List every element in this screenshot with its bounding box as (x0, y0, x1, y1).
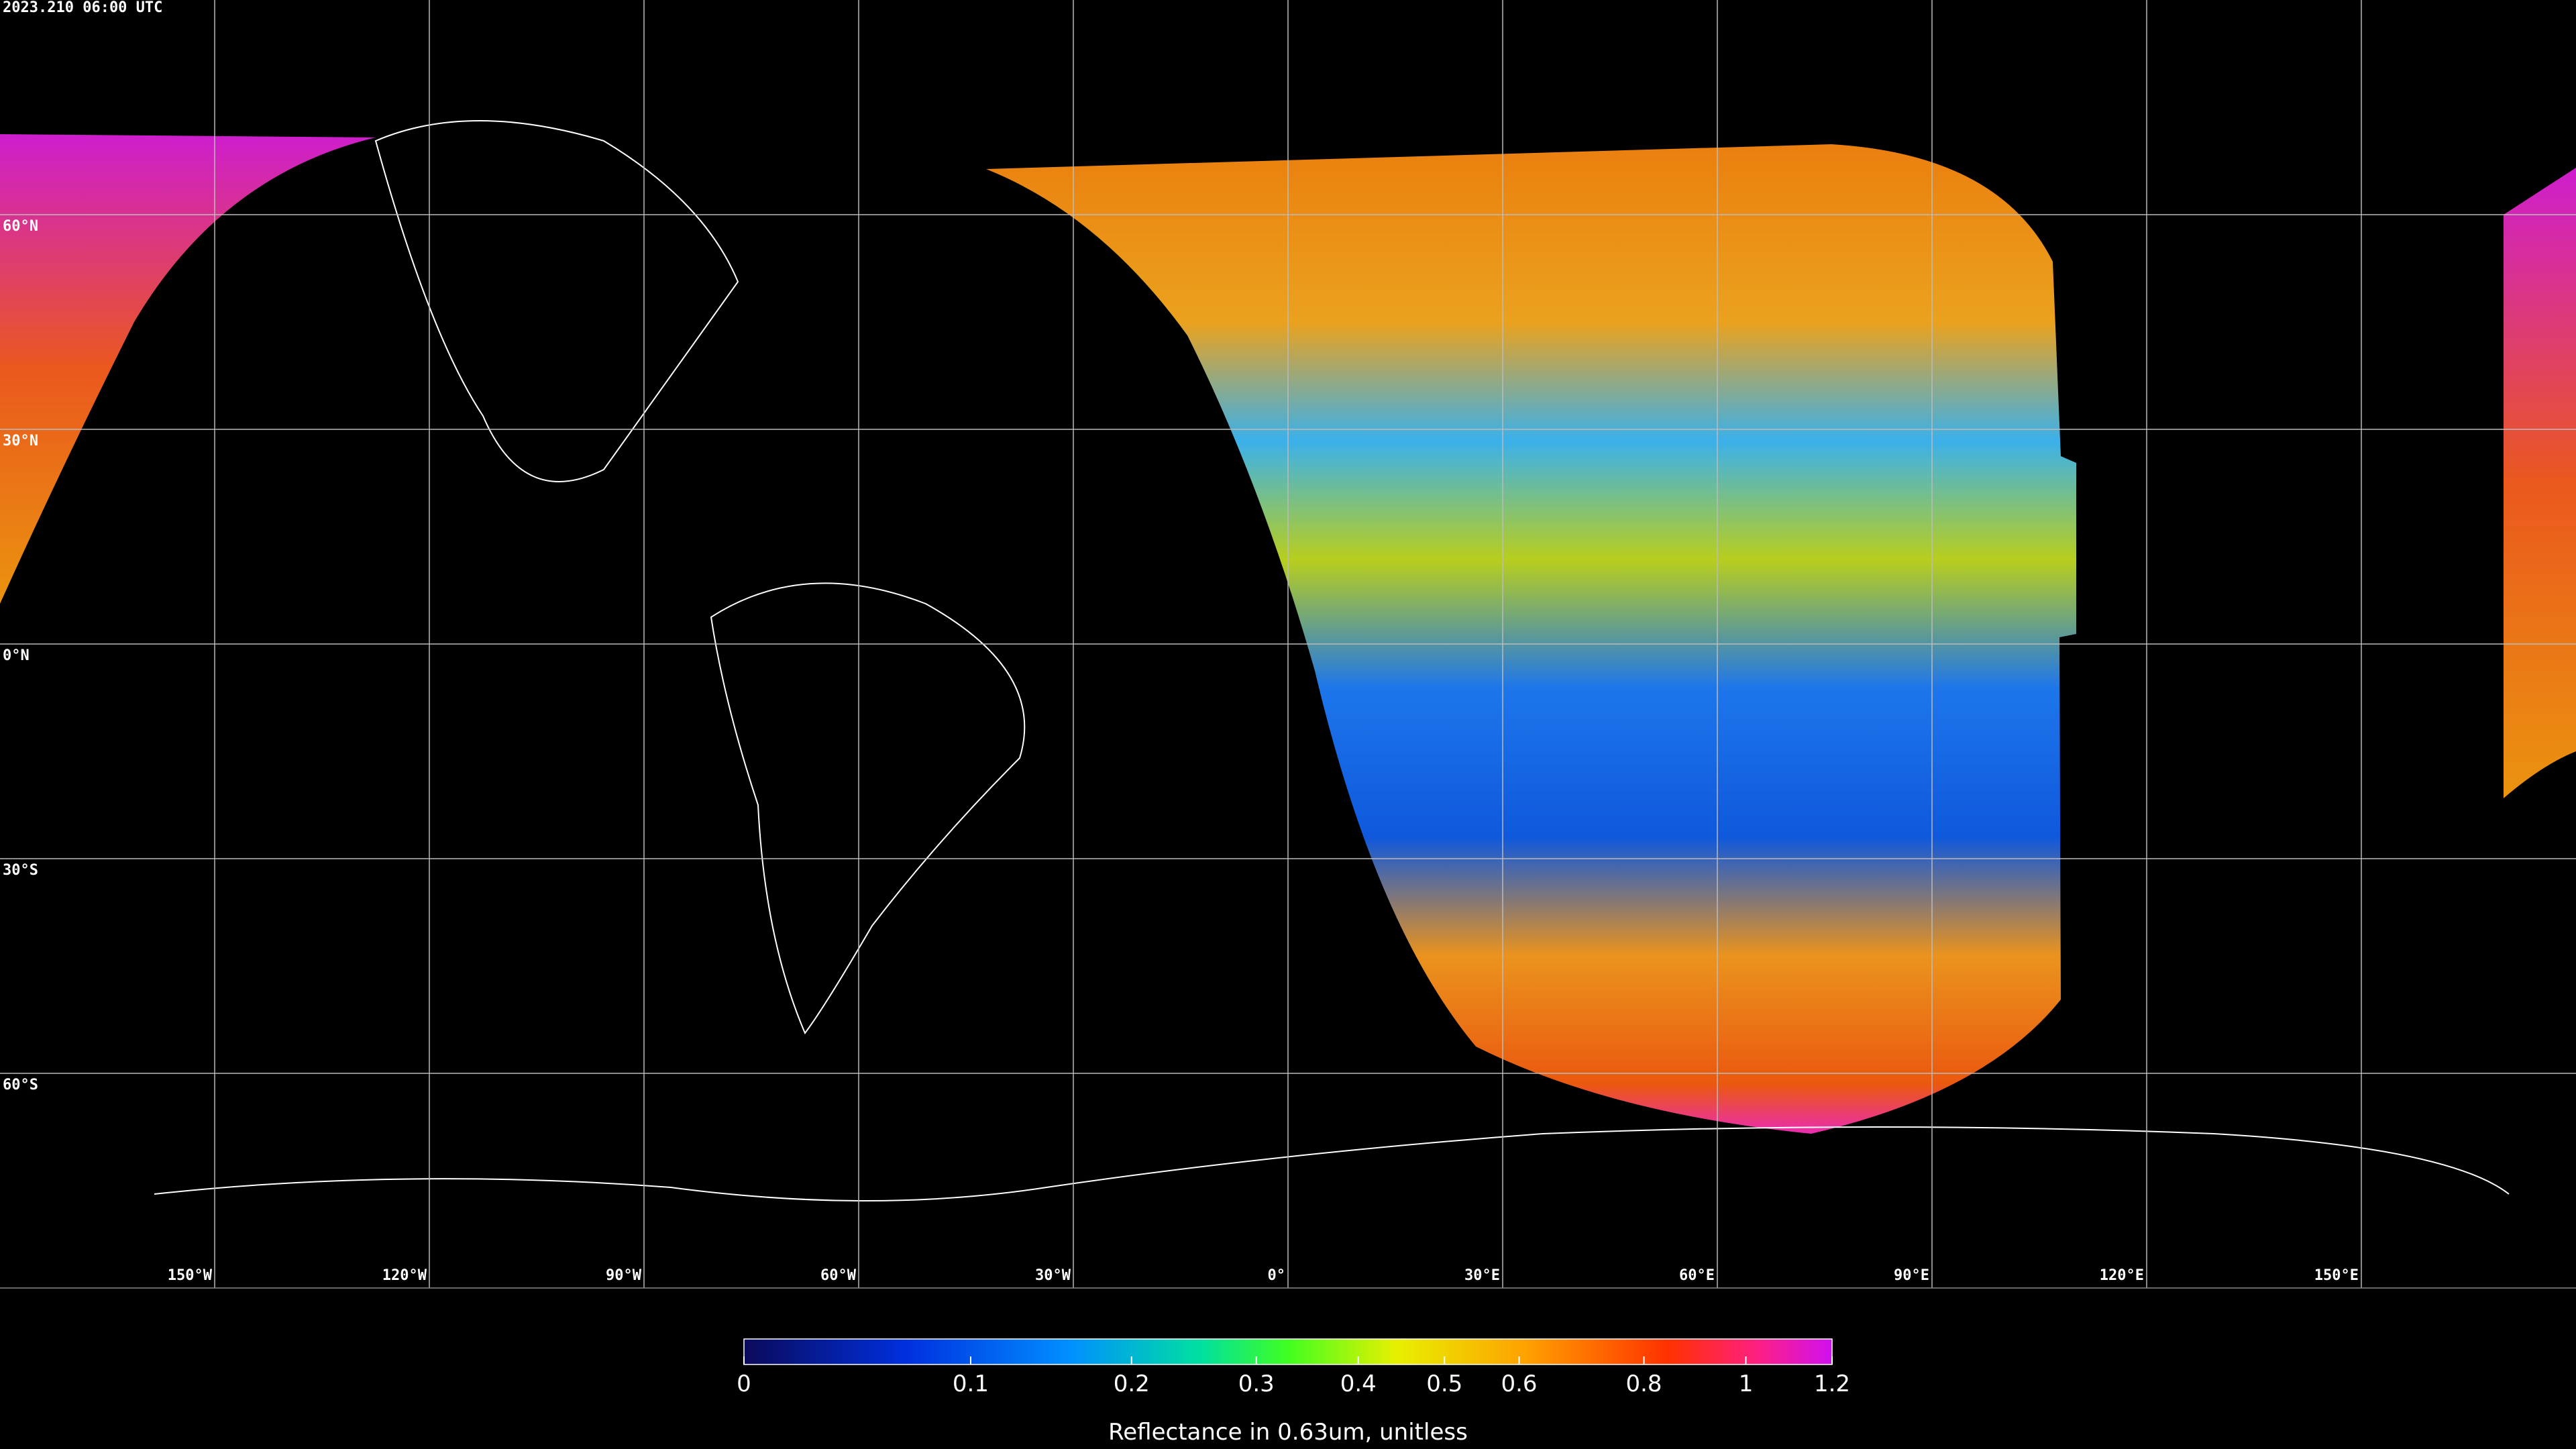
colorbar-ticks: 0 0.1 0.2 0.3 0.4 0.5 0.6 0.8 1 1.2 (737, 1356, 1850, 1397)
latitude-label: 30°S (3, 862, 38, 879)
longitude-label: 150°W (168, 1267, 213, 1284)
coastline (154, 1126, 2510, 1201)
latitude-label: 30°N (3, 433, 38, 449)
colorbar-tick-label: 1 (1739, 1371, 1754, 1397)
coastline (710, 582, 1026, 1034)
latitude-label: 0°N (3, 647, 30, 664)
latitude-label: 60°N (3, 218, 38, 235)
colorbar-tick-label: 0.5 (1426, 1371, 1462, 1397)
colorbar-tick-label: 0.8 (1625, 1371, 1662, 1397)
longitude-label: 30°E (1464, 1267, 1500, 1284)
longitude-label: 30°W (1035, 1267, 1071, 1284)
swath-right (2504, 168, 2576, 798)
colorbar-tick-label: 0.6 (1501, 1371, 1537, 1397)
graticule (0, 0, 2576, 1289)
coastlines (154, 120, 2510, 1201)
colorbar-tick-label: 0.3 (1238, 1371, 1275, 1397)
longitude-label: 60°W (820, 1267, 857, 1284)
longitude-label: 0° (1268, 1267, 1286, 1284)
colorbar (743, 1338, 1833, 1365)
longitude-label: 120°E (2100, 1267, 2144, 1284)
satellite-imagery (0, 134, 2576, 1134)
colorbar-label: Reflectance in 0.63um, unitless (1108, 1419, 1468, 1446)
longitude-label: 60°E (1679, 1267, 1715, 1284)
graticule-labels: 60°N 30°N 0°N 30°S 60°S 150°W 120°W 90°W 60°W 30°… (3, 218, 2359, 1284)
colorbar-tick-label: 0.4 (1340, 1371, 1377, 1397)
coastline (374, 120, 739, 482)
longitude-label: 90°W (606, 1267, 642, 1284)
colorbar-tick-label: 0.1 (953, 1371, 989, 1397)
longitude-label: 120°W (382, 1267, 427, 1284)
longitude-label: 90°E (1894, 1267, 1929, 1284)
swath-main (986, 144, 2076, 1134)
colorbar-tick-label: 0 (737, 1371, 751, 1397)
colorbar-tick-label: 1.2 (1814, 1371, 1850, 1397)
colorbar-tick-label: 0.2 (1114, 1371, 1150, 1397)
latitude-label: 60°S (3, 1077, 38, 1093)
swath-left (0, 134, 376, 604)
longitude-label: 150°E (2314, 1267, 2359, 1284)
timestamp-title: 2023.210 06:00 UTC (3, 0, 162, 16)
